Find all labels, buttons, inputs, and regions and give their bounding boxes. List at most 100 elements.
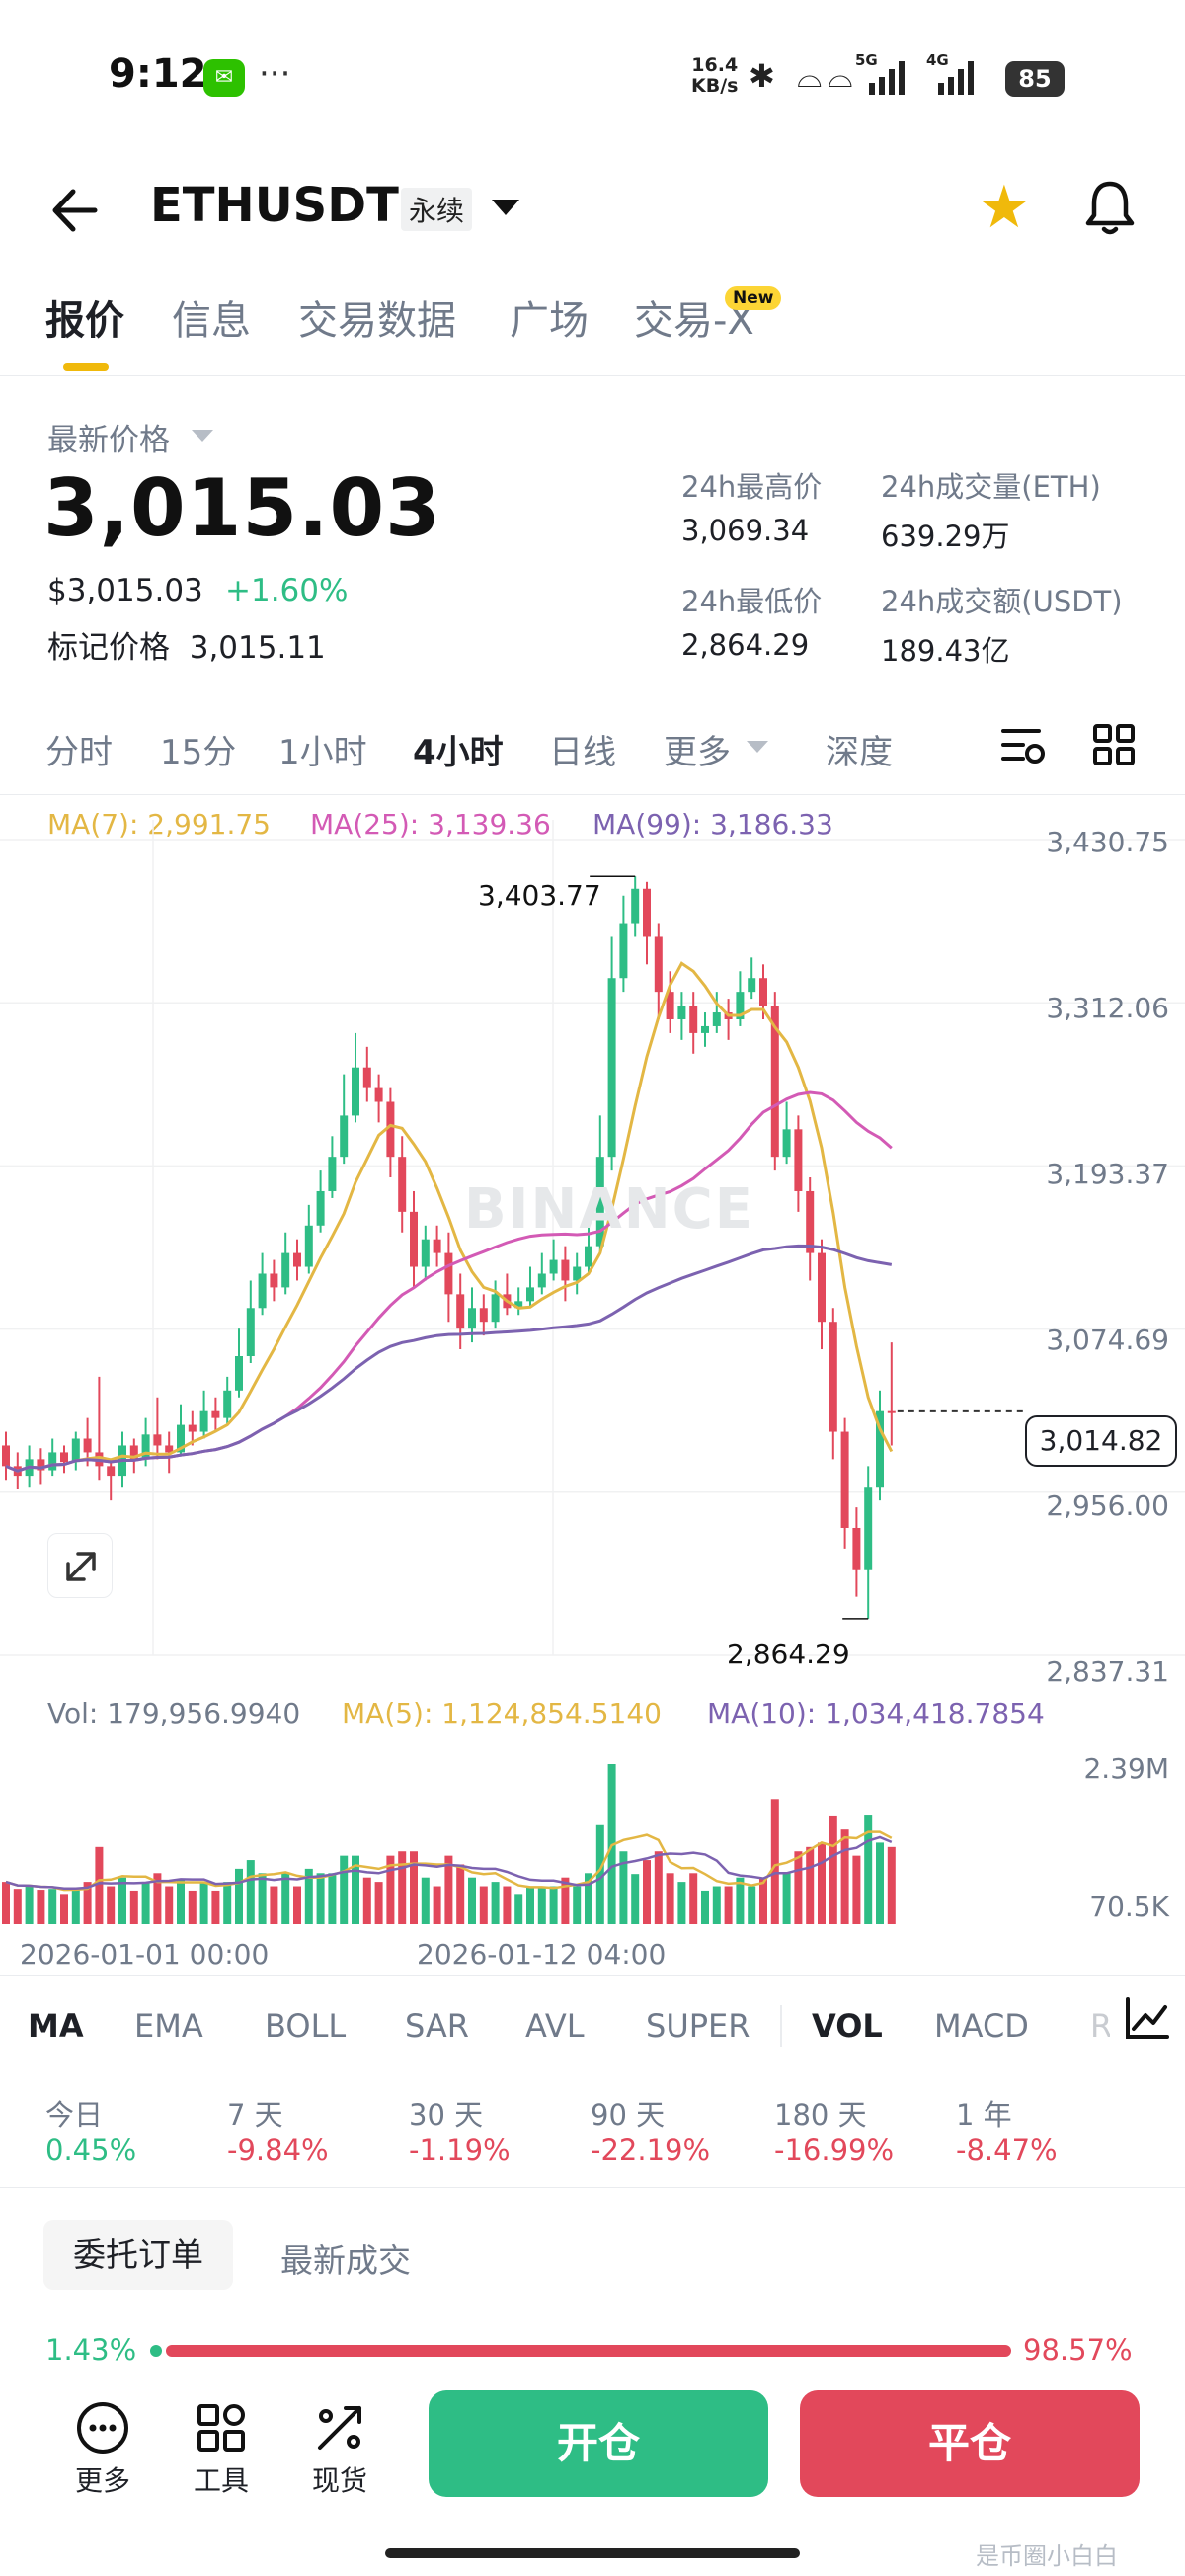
mark-price: 标记价格 3,015.11: [47, 622, 326, 667]
home-indicator[interactable]: [385, 2548, 800, 2558]
volume-bar: [410, 1851, 418, 1924]
signal-4g-label: 4G: [926, 51, 949, 69]
tab-open-orders[interactable]: 委托订单: [43, 2220, 233, 2290]
volume-24h-label: 24h成交量(ETH): [881, 470, 1101, 504]
interval-1d[interactable]: 日线: [549, 733, 616, 772]
turnover-24h-value: 189.43亿: [881, 634, 1010, 668]
indicator-avl[interactable]: AVL: [525, 2007, 585, 2045]
perf-label-30d: 30 天: [409, 2098, 484, 2132]
expand-chart-button[interactable]: [47, 1533, 113, 1598]
indicator-settings-button[interactable]: [1110, 1991, 1185, 2060]
star-icon[interactable]: ★: [978, 173, 1031, 242]
tab-square[interactable]: 广场: [510, 298, 589, 344]
volume-bar: [37, 1890, 45, 1924]
volume-bar: [60, 1894, 68, 1924]
interval-depth[interactable]: 深度: [826, 733, 893, 772]
more-notifications-icon: ···: [259, 54, 291, 94]
high-annotation: 3,403.77: [478, 879, 601, 912]
perf-value-30d: -1.19%: [409, 2133, 511, 2167]
candle-body: [573, 1266, 582, 1281]
indicator-super[interactable]: SUPER: [646, 2007, 750, 2045]
tools-icon[interactable]: [192, 2398, 251, 2457]
spot-label[interactable]: 现货: [311, 2464, 367, 2497]
candle-body: [211, 1410, 220, 1418]
active-tab-indicator: [63, 363, 109, 371]
more-label[interactable]: 更多: [74, 2464, 130, 2497]
volume-bar: [770, 1799, 779, 1924]
candle-body: [246, 1308, 255, 1357]
volume-y-tick: 2.39M: [1083, 1752, 1169, 1785]
y-tick-label: 3,074.69: [1046, 1324, 1169, 1356]
perf-label-7d: 7 天: [227, 2098, 283, 2132]
y-tick-label: 3,193.37: [1046, 1158, 1169, 1190]
ma99-line: [5, 1244, 893, 1473]
candle-body: [736, 992, 745, 1019]
chevron-down-icon[interactable]: [747, 741, 768, 753]
open-position-button[interactable]: 开仓: [429, 2390, 768, 2497]
indicator-ema[interactable]: EMA: [134, 2007, 203, 2045]
volume-bar: [794, 1851, 803, 1924]
volume-bar: [328, 1873, 337, 1924]
tab-quote[interactable]: 报价: [45, 298, 124, 344]
volume-legend: Vol: 179,956.9940: [47, 1697, 301, 1730]
candle-body: [829, 1322, 837, 1432]
bell-icon[interactable]: [1082, 178, 1138, 237]
candle-body: [2, 1445, 10, 1467]
close-position-button[interactable]: 平仓: [800, 2390, 1140, 2497]
volume-bar: [549, 1886, 558, 1924]
high-24h-label: 24h最高价: [681, 470, 823, 504]
volume-bar: [177, 1879, 185, 1924]
indicator-sar[interactable]: SAR: [405, 2007, 470, 2045]
spot-switch-icon[interactable]: [310, 2398, 369, 2457]
tab-latest-trades[interactable]: 最新成交: [280, 2241, 411, 2280]
candle-body: [526, 1287, 534, 1302]
interval-4h[interactable]: 4小时: [413, 733, 504, 772]
candle-body: [468, 1308, 476, 1329]
indicator-vol[interactable]: VOL: [812, 2007, 883, 2045]
chart-settings-icon[interactable]: [999, 721, 1047, 768]
grid-layout-icon[interactable]: [1092, 723, 1136, 766]
back-arrow-icon[interactable]: [47, 184, 101, 237]
latest-price-label[interactable]: 最新价格: [47, 423, 170, 458]
indicator-separator: [780, 2005, 782, 2047]
more-icon[interactable]: [73, 2398, 132, 2457]
line-chart-settings-icon: [1126, 1997, 1169, 2039]
indicator-divider: [0, 1975, 1185, 1976]
mark-price-label: 标记价格: [47, 630, 170, 666]
volume-bar: [304, 1868, 313, 1924]
y-tick-label: 3,312.06: [1046, 992, 1169, 1024]
volume-bar: [433, 1886, 441, 1924]
volume-bar: [141, 1882, 150, 1924]
tab-trading-data[interactable]: 交易数据: [298, 298, 456, 344]
indicator-boll[interactable]: BOLL: [265, 2007, 347, 2045]
candlestick-chart[interactable]: [0, 820, 1185, 1689]
interval-timeshare[interactable]: 分时: [45, 733, 113, 772]
signal-5g-label: 5G: [855, 51, 878, 69]
indicator-r[interactable]: R: [1090, 2007, 1113, 2045]
volume-bar: [340, 1855, 349, 1924]
tab-info[interactable]: 信息: [172, 298, 251, 344]
indicator-macd[interactable]: MACD: [934, 2007, 1029, 2045]
indicator-ma[interactable]: MA: [28, 2007, 84, 2045]
chevron-down-icon[interactable]: [192, 430, 213, 442]
candle-body: [701, 1025, 709, 1033]
candle-body: [876, 1410, 884, 1488]
perf-label-90d: 90 天: [591, 2098, 666, 2132]
candle-body: [165, 1445, 174, 1453]
volume-bar: [468, 1877, 476, 1924]
volume-y-tick: 70.5K: [1089, 1891, 1169, 1923]
candle-body: [223, 1390, 232, 1418]
interval-more[interactable]: 更多: [664, 733, 731, 772]
volume-bar: [491, 1882, 500, 1924]
candle-body: [107, 1466, 116, 1477]
dropdown-caret-icon[interactable]: [492, 200, 519, 215]
last-price: 3,015.03: [43, 462, 441, 554]
tools-label[interactable]: 工具: [193, 2464, 249, 2497]
interval-15m[interactable]: 15分: [160, 733, 237, 772]
volume-bar: [829, 1815, 837, 1924]
volume-bar: [631, 1874, 640, 1924]
symbol-title[interactable]: ETHUSDT: [150, 178, 399, 233]
interval-1h[interactable]: 1小时: [278, 733, 367, 772]
volume-bar: [118, 1877, 126, 1924]
volume-bar: [852, 1855, 861, 1924]
